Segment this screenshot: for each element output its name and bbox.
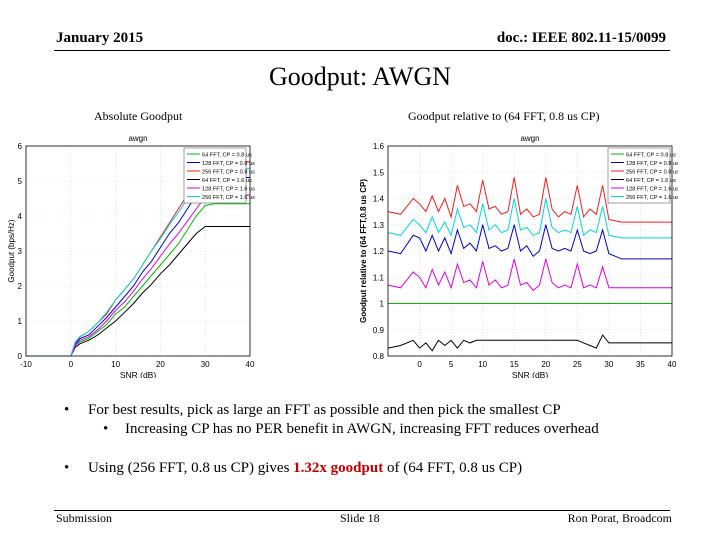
legend-entry: 64 FFT, CP = 0.8 us: [202, 152, 252, 158]
footer-rule: [54, 510, 670, 511]
legend-entry: 256 FFT, CP = 1.6 us: [202, 195, 255, 201]
legend: 64 FFT, CP = 0.8 us 128 FFT, CP = 0.8 us 2…: [607, 147, 678, 204]
y-tick-label: 2: [18, 282, 23, 291]
footer-submission: Submission: [56, 511, 113, 525]
bullet-2: • Using (256 FFT, 0.8 us CP) gives 1.32x …: [64, 460, 522, 477]
x-tick-label: 20: [156, 360, 165, 369]
series-line-6: [387, 198, 672, 239]
series-line-4: [26, 226, 250, 357]
x-tick-label: -10: [20, 360, 32, 369]
bullet-1-sub-text: Increasing CP has no PER benefit in AWGN…: [125, 421, 599, 437]
header-rule: [54, 50, 670, 51]
chart-title: awgn: [128, 134, 147, 143]
y-axis-label: Goodput relative to (64 FFT,0.8 us CP): [359, 179, 368, 323]
bullet-2-text-post: of (64 FFT, 0.8 us CP): [383, 460, 523, 476]
legend-entry: 256 FFT, CP = 1.6 us: [626, 195, 678, 201]
y-tick-label: 5: [18, 177, 23, 186]
y-tick-label: 1.5: [373, 168, 385, 177]
x-tick-label: 0: [69, 360, 74, 369]
chart-title: awgn: [520, 134, 539, 143]
legend-entry: 128 FFT, CP = 0.8 us: [626, 161, 678, 167]
series-line-3: [387, 177, 672, 223]
series-line-1: [26, 203, 250, 357]
x-tick-label: 30: [201, 360, 210, 369]
y-tick-label: 1.6: [373, 142, 385, 151]
x-tick-label: 10: [478, 360, 487, 369]
x-tick-label: 15: [510, 360, 519, 369]
x-tick-label: 0: [417, 360, 422, 369]
footer-slide-number: Slide 18: [340, 511, 380, 525]
series-line-2: [387, 224, 672, 260]
header-doc-id: doc.: IEEE 802.11-15/0099: [496, 30, 666, 46]
series-line-4: [387, 334, 672, 352]
y-tick-label: 0.9: [373, 326, 385, 335]
legend-entry: 64 FFT, CP = 0.8 us: [626, 152, 676, 158]
y-tick-label: 1: [18, 317, 23, 326]
plot-frame: [25, 145, 251, 357]
plot-frame: [387, 145, 673, 357]
left-chart-caption: Absolute Goodput: [94, 109, 183, 123]
legend-entry: 256 FFT, CP = 0.8 us: [626, 169, 678, 175]
legend-entry: 128 FFT, CP = 1.6 us: [626, 186, 678, 192]
x-tick-label: 20: [541, 360, 550, 369]
legend-entry: 256 FFT, CP = 0.8 us: [202, 169, 255, 175]
bullet-2-emphasis: 1.32x goodput: [293, 460, 384, 476]
x-tick-label: 30: [604, 360, 613, 369]
y-axis-label: Goodput (bps/Hz): [7, 219, 16, 282]
bullet-marker: •: [103, 421, 109, 437]
y-tick-label: 1.1: [373, 273, 385, 282]
legend-box: [607, 147, 671, 204]
y-tick-label: 4: [18, 212, 23, 221]
x-tick-label: 40: [668, 360, 677, 369]
relative-goodput-chart: 0 5 10 15 20 25 30 35 40 0.8 0.9 1 1.1 1.2 1.3 1.4 1.5 1.…: [352, 126, 678, 378]
y-tick-label: 3: [18, 247, 23, 256]
y-tick-label: 1.3: [373, 221, 385, 230]
x-tick-label: 35: [636, 360, 645, 369]
footer-author: Ron Porat, Broadcom: [567, 511, 672, 525]
y-tick-label: 6: [18, 142, 23, 151]
y-tick-label: 0: [18, 352, 23, 361]
legend-entry: 64 FFT, CP = 1.6 us: [626, 178, 676, 184]
series-line-5: [387, 258, 672, 292]
series-line-5: [26, 194, 250, 357]
x-tick-label: 25: [573, 360, 582, 369]
bullet-marker: •: [64, 402, 70, 418]
bullet-1: • For best results, pick as large an FFT …: [64, 402, 561, 419]
x-tick-label: 10: [111, 360, 120, 369]
bullet-1-text: For best results, pick as large an FFT a…: [88, 402, 561, 418]
legend-entry: 128 FFT, CP = 0.8 us: [202, 161, 255, 167]
bullet-1-sub: • Increasing CP has no PER benefit in AWG…: [103, 421, 599, 438]
header-date: January 2015: [56, 30, 144, 46]
legend-box: [183, 147, 247, 204]
legend-entry: 64 FFT, CP = 1.6 us: [202, 178, 252, 184]
slide-title: Goodput: AWGN: [268, 62, 452, 91]
legend-entry: 128 FFT, CP = 1.6 us: [202, 186, 255, 192]
x-axis-label: SNR (dB): [512, 370, 549, 378]
y-tick-label: 0.8: [373, 352, 385, 361]
legend: 64 FFT, CP = 0.8 us 128 FFT, CP = 0.8 us 2…: [183, 147, 255, 204]
x-tick-label: 40: [246, 360, 255, 369]
y-tick-label: 1: [380, 300, 385, 309]
x-axis-label: SNR (dB): [120, 370, 157, 378]
y-tick-label: 1.2: [373, 247, 385, 256]
x-tick-label: 5: [449, 360, 454, 369]
y-tick-label: 1.4: [373, 195, 385, 204]
bullet-2-text-pre: Using (256 FFT, 0.8 us CP) gives: [88, 460, 294, 476]
right-chart-caption: Goodput relative to (64 FFT, 0.8 us CP): [408, 109, 600, 123]
bullet-marker: •: [64, 460, 70, 476]
